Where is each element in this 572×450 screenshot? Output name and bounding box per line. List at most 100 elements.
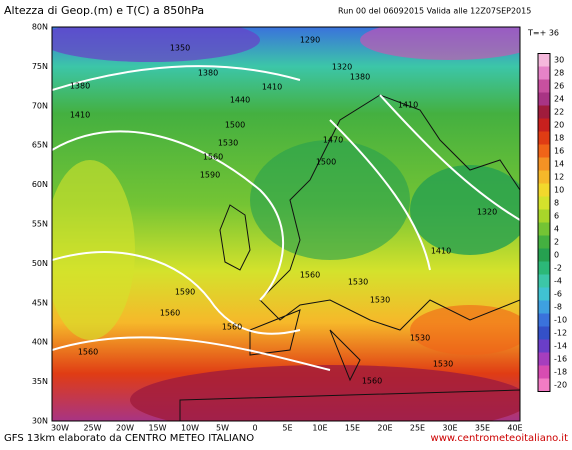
colorbar-label: 6 (554, 212, 559, 221)
colorbar-label: -6 (554, 290, 562, 299)
lon-label: 20W (116, 424, 134, 433)
colorbar-swatch (538, 144, 550, 158)
contour-label: 1500 (225, 121, 245, 130)
colorbar-label: -10 (554, 316, 567, 325)
lon-label: 30W (51, 424, 69, 433)
lat-label: 50N (32, 259, 48, 268)
colorbar-label: 10 (554, 186, 564, 195)
contour-label: 1560 (160, 309, 180, 318)
colorbar-label: -12 (554, 329, 567, 338)
lon-label: 15E (345, 424, 360, 433)
colorbar-swatch (538, 170, 550, 184)
colorbar-swatch (538, 66, 550, 80)
contour-label: 1530 (218, 139, 238, 148)
colorbar-label: -18 (554, 368, 567, 377)
cool-area (250, 140, 410, 260)
contour-label: 1290 (300, 36, 320, 45)
colorbar-swatch (538, 313, 550, 327)
lon-label: 10W (181, 424, 199, 433)
contour-label: 1560 (300, 271, 320, 280)
lon-label: 35E (475, 424, 490, 433)
contour-label: 1530 (370, 296, 390, 305)
cold-area (52, 27, 260, 62)
lon-label: 15W (148, 424, 166, 433)
cool-area (410, 165, 520, 255)
contour-label: 1560 (362, 377, 382, 386)
lat-label: 65N (32, 141, 48, 150)
colorbar-swatch (538, 131, 550, 145)
colorbar-swatch (538, 287, 550, 301)
colorbar-swatch (538, 183, 550, 197)
colorbar-swatch (538, 92, 550, 106)
lat-label: 60N (32, 180, 48, 189)
colorbar-swatch (538, 79, 550, 93)
lat-label: 70N (32, 101, 48, 110)
contour-label: 1350 (170, 44, 190, 53)
lon-label: 10E (312, 424, 327, 433)
colorbar-label: -2 (554, 264, 562, 273)
contour-label: 1410 (431, 247, 451, 256)
contour-label: 1380 (198, 69, 218, 78)
colorbar-label: 22 (554, 108, 564, 117)
contour-label: 1470 (323, 136, 343, 145)
contour-label: 1380 (350, 73, 370, 82)
colorbar-swatch (538, 105, 550, 119)
colorbar-swatch (538, 365, 550, 379)
colorbar-swatch (538, 222, 550, 236)
contour-label: 1500 (316, 158, 336, 167)
colorbar-swatch (538, 248, 550, 262)
colorbar-label: 12 (554, 173, 564, 182)
contour-label: 1560 (222, 323, 242, 332)
warm-area (52, 160, 135, 340)
colorbar-label: 14 (554, 160, 564, 169)
contour-label: 1530 (348, 278, 368, 287)
contour-label: 1320 (332, 63, 352, 72)
hot-area (130, 365, 520, 421)
contour-lines (52, 65, 520, 371)
forecast-step: T=+ 36 (527, 29, 559, 38)
warm-area (410, 305, 520, 355)
contour-label: 1410 (70, 111, 90, 120)
title: Altezza di Geop.(m) e T(C) a 850hPa (4, 4, 204, 17)
contour-label: 1410 (398, 101, 418, 110)
lon-label: 40E (507, 424, 522, 433)
lat-label: 45N (32, 298, 48, 307)
colorbar-label: -14 (554, 342, 567, 351)
contour-label: 1560 (78, 348, 98, 357)
lat-label: 80N (32, 23, 48, 32)
contour-label: 1590 (175, 288, 195, 297)
lon-label: 5W (216, 424, 229, 433)
colorbar-label: -4 (554, 277, 562, 286)
colorbar-frame (537, 53, 551, 392)
colorbar-label: 2 (554, 238, 559, 247)
colorbar-label: -8 (554, 303, 562, 312)
lon-label: 0 (252, 424, 257, 433)
cold-area (360, 27, 520, 60)
site: www.centrometeoitaliano.it (431, 433, 569, 444)
lon-label: 25E (410, 424, 425, 433)
lat-label: 40N (32, 338, 48, 347)
colorbar-swatch (538, 53, 550, 67)
colorbar-label: -20 (554, 381, 567, 390)
contour-label: 1530 (433, 360, 453, 369)
lon-label: 25W (83, 424, 101, 433)
contour-label: 1530 (410, 334, 430, 343)
contour-label: 1440 (230, 96, 250, 105)
colorbar-swatch (538, 274, 550, 288)
colorbar-swatch (538, 300, 550, 314)
colorbar-label: 28 (554, 69, 564, 78)
colorbar-label: 30 (554, 56, 564, 65)
run-info: Run 00 del 06092015 Valida alle 12Z07SEP… (338, 7, 531, 16)
colorbar-label: 8 (554, 199, 559, 208)
colorbar-swatch (538, 209, 550, 223)
colorbar-label: 26 (554, 82, 564, 91)
colorbar-label: 20 (554, 121, 564, 130)
colorbar-swatch (538, 118, 550, 132)
colorbar-label: 18 (554, 134, 564, 143)
contour-label: 1380 (70, 82, 90, 91)
lon-label: 5E (282, 424, 292, 433)
colorbar-swatch (538, 352, 550, 366)
lat-label: 35N (32, 377, 48, 386)
